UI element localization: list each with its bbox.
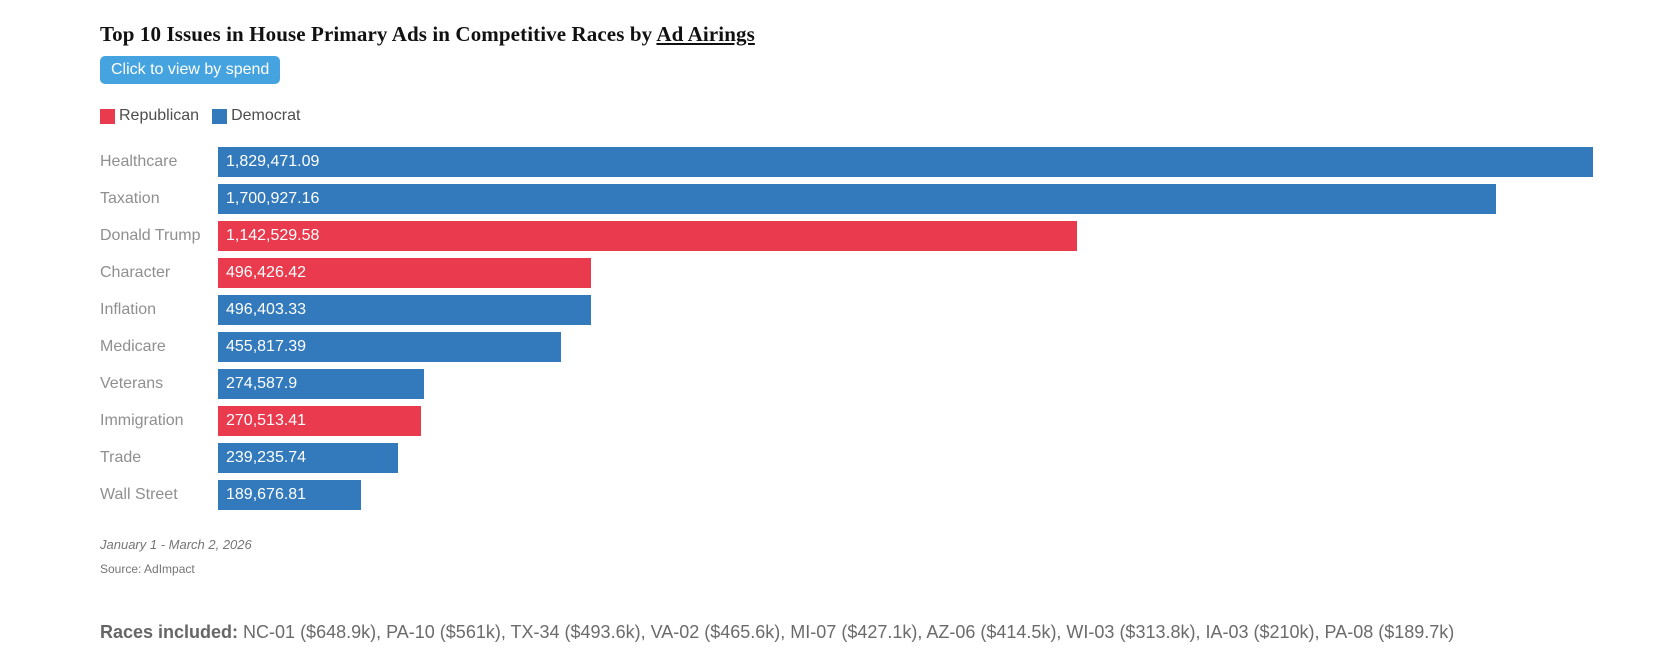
chart-row: Donald Trump 1,142,529.58 bbox=[100, 221, 1596, 251]
chart-row: Immigration 270,513.41 bbox=[100, 406, 1596, 436]
bar-value-label: 496,426.42 bbox=[226, 264, 307, 281]
bar-category-label: Immigration bbox=[100, 412, 184, 429]
races-included-label: Races included: bbox=[100, 622, 239, 642]
bar-track: 455,817.39 bbox=[218, 332, 1593, 362]
bar-value-label: 239,235.74 bbox=[226, 449, 307, 466]
bar-value-label: 274,587.9 bbox=[226, 375, 298, 392]
races-included-line: Races included: NC-01 ($648.9k), PA-10 (… bbox=[100, 620, 1596, 644]
bar-trade[interactable]: 239,235.74 bbox=[218, 443, 398, 473]
bar-wall-street[interactable]: 189,676.81 bbox=[218, 480, 361, 510]
bar-value-label: 496,403.33 bbox=[226, 301, 307, 318]
races-included-text: NC-01 ($648.9k), PA-10 ($561k), TX-34 ($… bbox=[238, 622, 1455, 642]
date-range-note: January 1 - March 2, 2026 bbox=[100, 537, 252, 552]
bar-track: 496,426.42 bbox=[218, 258, 1593, 288]
bar-track: 1,829,471.09 bbox=[218, 147, 1593, 177]
bar-value-label: 1,829,471.09 bbox=[226, 153, 320, 170]
bar-value-label: 189,676.81 bbox=[226, 486, 307, 503]
chart-title-text: Top 10 Issues in House Primary Ads in Co… bbox=[100, 22, 657, 46]
bar-donald-trump[interactable]: 1,142,529.58 bbox=[218, 221, 1077, 251]
legend-item-democrat[interactable]: Democrat bbox=[212, 107, 300, 125]
bar-immigration[interactable]: 270,513.41 bbox=[218, 406, 422, 436]
bar-value-label: 1,142,529.58 bbox=[226, 227, 320, 244]
bar-track: 270,513.41 bbox=[218, 406, 1593, 436]
chart-card: Top 10 Issues in House Primary Ads in Co… bbox=[100, 21, 1596, 644]
bar-category-label: Veterans bbox=[100, 375, 164, 392]
bar-track: 239,235.74 bbox=[218, 443, 1593, 473]
bar-track: 274,587.9 bbox=[218, 369, 1593, 399]
bar-track: 1,700,927.16 bbox=[218, 184, 1593, 214]
bar-category-label: Wall Street bbox=[100, 486, 178, 503]
legend-label-republican: Republican bbox=[119, 107, 200, 124]
bar-value-label: 1,700,927.16 bbox=[226, 190, 320, 207]
bar-category-label: Medicare bbox=[100, 338, 166, 355]
chart-title-underlined-link: Ad Airings bbox=[656, 22, 755, 46]
bar-category-label: Trade bbox=[100, 449, 142, 466]
chart-row: Wall Street 189,676.81 bbox=[100, 480, 1596, 510]
bar-track: 496,403.33 bbox=[218, 295, 1593, 325]
chart-row: Inflation 496,403.33 bbox=[100, 295, 1596, 325]
bar-healthcare[interactable]: 1,829,471.09 bbox=[218, 147, 1593, 177]
bar-track: 1,142,529.58 bbox=[218, 221, 1593, 251]
chart-row: Veterans 274,587.9 bbox=[100, 369, 1596, 399]
view-by-spend-button[interactable]: Click to view by spend bbox=[100, 56, 281, 84]
bar-taxation[interactable]: 1,700,927.16 bbox=[218, 184, 1497, 214]
bar-track: 189,676.81 bbox=[218, 480, 1593, 510]
bar-category-label: Healthcare bbox=[100, 153, 178, 170]
chart-row: Character 496,426.42 bbox=[100, 258, 1596, 288]
bar-medicare[interactable]: 455,817.39 bbox=[218, 332, 561, 362]
chart-title: Top 10 Issues in House Primary Ads in Co… bbox=[100, 21, 1596, 47]
bar-category-label: Donald Trump bbox=[100, 227, 201, 244]
bar-category-label: Taxation bbox=[100, 190, 160, 207]
chart-row: Taxation 1,700,927.16 bbox=[100, 184, 1596, 214]
democrat-swatch-icon bbox=[212, 108, 228, 124]
bar-inflation[interactable]: 496,403.33 bbox=[218, 295, 592, 325]
bar-chart: Healthcare 1,829,471.09 Taxation 1,700,927.… bbox=[100, 147, 1596, 510]
source-note: Source: AdImpact bbox=[100, 562, 195, 576]
bar-character[interactable]: 496,426.42 bbox=[218, 258, 592, 288]
legend-label-democrat: Democrat bbox=[231, 107, 301, 124]
chart-row: Trade 239,235.74 bbox=[100, 443, 1596, 473]
chart-row: Healthcare 1,829,471.09 bbox=[100, 147, 1596, 177]
bar-category-label: Inflation bbox=[100, 301, 157, 318]
bar-category-label: Character bbox=[100, 264, 171, 281]
bar-value-label: 270,513.41 bbox=[226, 412, 307, 429]
bar-value-label: 455,817.39 bbox=[226, 338, 307, 355]
bar-veterans[interactable]: 274,587.9 bbox=[218, 369, 425, 399]
legend-item-republican[interactable]: Republican bbox=[100, 107, 199, 125]
republican-swatch-icon bbox=[100, 108, 115, 124]
legend: Republican Democrat bbox=[100, 107, 1596, 125]
chart-row: Medicare 455,817.39 bbox=[100, 332, 1596, 362]
